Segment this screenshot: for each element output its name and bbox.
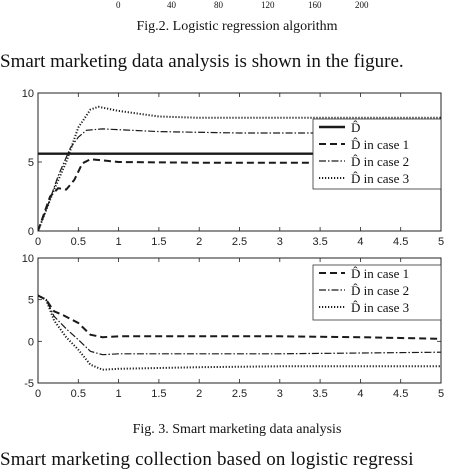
x-tick-label: 1 — [116, 388, 122, 400]
y-tick-label: 5 — [28, 157, 34, 169]
legend-entry: D̂ in case 1 — [351, 137, 409, 152]
y-tick-label: 5 — [28, 295, 34, 307]
x-tick-label: 2 — [196, 388, 202, 400]
series-line-3 — [38, 294, 441, 371]
fig3-caption: Fig. 3. Smart marketing data analysis — [132, 422, 342, 437]
fig2-caption: Fig.2. Logistic regression algorithm — [136, 19, 338, 34]
x-tick-label: 1.5 — [151, 388, 166, 400]
x-tick-label: 5 — [438, 236, 444, 248]
y-tick-label: -5 — [24, 378, 34, 390]
legend-box — [312, 264, 442, 321]
x-tick-label: 2.5 — [232, 388, 247, 400]
legend-entry: D̂ in case 2 — [351, 154, 409, 169]
x-tick-label: 3 — [277, 236, 283, 248]
series-line-2 — [38, 158, 441, 231]
top-axis-tick: 200 — [355, 0, 369, 10]
legend-entry: D̂ in case 3 — [351, 300, 409, 315]
series-line-1 — [38, 294, 441, 340]
top-axis-tick: 0 — [116, 0, 121, 10]
x-tick-label: 1 — [116, 236, 122, 248]
legend-entry: D̂ in case 1 — [351, 266, 409, 281]
x-tick-label: 4.5 — [393, 236, 408, 248]
y-tick-label: 0 — [28, 226, 34, 238]
y-tick-label: 10 — [22, 88, 34, 100]
x-tick-label: 2 — [196, 236, 202, 248]
x-tick-label: 4 — [357, 236, 363, 248]
legend-box — [312, 118, 442, 190]
x-tick-label: 4 — [357, 388, 363, 400]
y-tick-label: 10 — [22, 253, 34, 265]
x-tick-label: 4.5 — [393, 388, 408, 400]
x-tick-label: 3.5 — [312, 388, 327, 400]
chart-legend: D̂ in case 1 D̂ in case 2 D̂ in case 3 — [312, 264, 442, 321]
top-axis-tick: 160 — [308, 0, 322, 10]
x-tick-label: 1.5 — [151, 236, 166, 248]
legend-entry: D̂ in case 2 — [351, 283, 409, 298]
y-tick-label: 0 — [28, 336, 34, 348]
x-tick-label: 0.5 — [71, 388, 86, 400]
top-axis-tick: 120 — [261, 0, 275, 10]
series-line-4 — [38, 105, 441, 231]
x-tick-label: 5 — [438, 388, 444, 400]
x-tick-label: 3.5 — [312, 236, 327, 248]
top-axis-tick: 80 — [214, 0, 223, 10]
x-tick-label: 2.5 — [232, 236, 247, 248]
x-tick-label: 0 — [35, 388, 41, 400]
x-tick-label: 3 — [277, 388, 283, 400]
x-tick-label: 0.5 — [71, 236, 86, 248]
chart-legend: D̂ D̂ in case 1 D̂ in case 2 D̂ in case 3 — [312, 118, 442, 190]
paragraph-text-continued: Smart marketing collection based on logi… — [0, 449, 414, 470]
legend-entry: D̂ — [351, 120, 360, 135]
top-axis-tick: 40 — [167, 0, 176, 10]
series-line-2 — [38, 294, 441, 356]
x-tick-label: 0 — [35, 236, 41, 248]
legend-entry: D̂ in case 3 — [351, 171, 409, 186]
paragraph-text: Smart marketing data analysis is shown i… — [0, 51, 404, 72]
